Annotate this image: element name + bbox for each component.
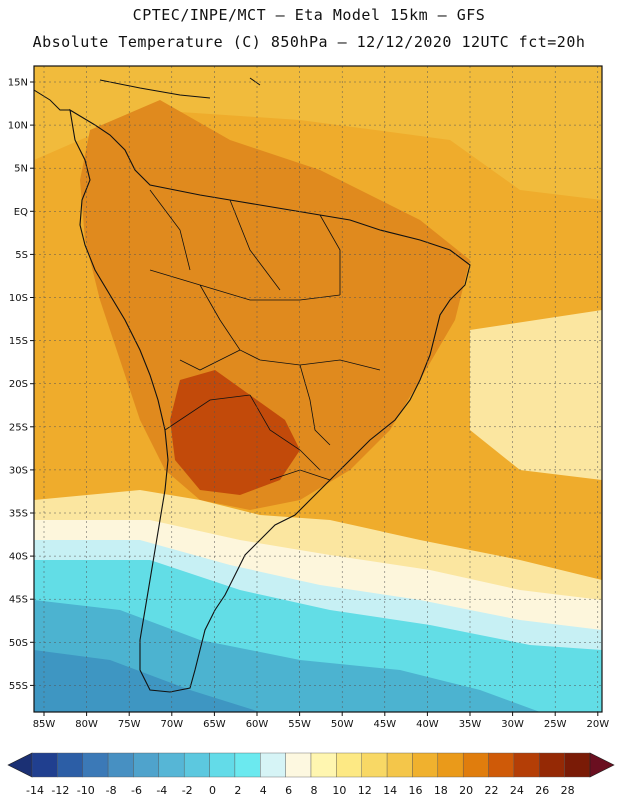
lon-label: 20W	[586, 719, 609, 730]
lat-label: 15S	[9, 336, 28, 347]
colorbar-label: 2	[234, 784, 241, 797]
colorbar-swatch	[361, 752, 388, 778]
field-warm-ocean-north	[34, 66, 602, 200]
colorbar-label: 0	[209, 784, 216, 797]
lon-label: 70W	[160, 719, 183, 730]
colorbar-swatch	[539, 752, 565, 778]
lon-label: 30W	[501, 719, 524, 730]
colorbar-swatch	[285, 752, 312, 778]
lon-label: 40W	[416, 719, 439, 730]
colorbar-swatch	[386, 752, 413, 778]
chart-title-line1: CPTEC/INPE/MCT – Eta Model 15km – GFS	[132, 6, 486, 24]
lat-label: 10N	[8, 121, 28, 132]
colorbar-swatch	[462, 752, 489, 778]
colorbar: -14 -12 -10 -8 -6 -4 -2 0 2 4 6 8 10 12 14 16 18 20 22 24 26…	[7, 752, 615, 797]
lon-label: 35W	[459, 719, 482, 730]
colorbar-swatch	[107, 752, 134, 778]
colorbar-swatch	[260, 752, 286, 778]
chart-title-line2: Absolute Temperature (C) 850hPa – 12/12/…	[32, 33, 586, 51]
colorbar-low-arrow	[7, 752, 33, 778]
lat-label: 10S	[9, 293, 28, 304]
lat-label: 45S	[9, 595, 28, 606]
colorbar-label: 28	[561, 784, 575, 797]
colorbar-label: 6	[285, 784, 292, 797]
lat-label: 40S	[9, 552, 28, 563]
colorbar-swatch	[209, 752, 236, 778]
lat-label: 20S	[9, 379, 28, 390]
colorbar-swatch	[513, 752, 540, 778]
lon-label: 85W	[33, 719, 56, 730]
colorbar-swatch	[82, 752, 109, 778]
colorbar-swatch	[57, 752, 83, 778]
colorbar-swatch	[158, 752, 185, 778]
colorbar-swatch	[488, 752, 515, 778]
colorbar-swatch	[183, 752, 210, 778]
lon-label: 55W	[288, 719, 311, 730]
lat-label: 55S	[9, 681, 28, 692]
colorbar-swatch	[412, 752, 439, 778]
field-pale-ocean-east	[470, 310, 602, 480]
colorbar-label: -8	[106, 784, 117, 797]
lat-label: 50S	[9, 638, 28, 649]
temperature-field	[34, 66, 602, 712]
colorbar-label: 24	[510, 784, 524, 797]
south-america-coastline	[69, 108, 471, 693]
colorbar-swatch	[234, 752, 261, 778]
lat-label: 35S	[9, 509, 28, 520]
colorbar-label: -14	[26, 784, 44, 797]
field-dark-blue	[34, 650, 260, 712]
lon-label: 80W	[75, 719, 98, 730]
colorbar-label: -12	[51, 784, 69, 797]
lon-label: 75W	[118, 719, 141, 730]
colorbar-swatch	[31, 752, 58, 778]
colorbar-label: 20	[459, 784, 473, 797]
lat-label: 15N	[8, 78, 28, 89]
lat-label: 5N	[14, 164, 28, 175]
colorbar-label: 4	[260, 784, 267, 797]
colorbar-high-arrow	[589, 752, 615, 778]
colorbar-label: -4	[156, 784, 167, 797]
colorbar-label: 26	[535, 784, 549, 797]
lon-label: 50W	[331, 719, 354, 730]
colorbar-label: 18	[434, 784, 448, 797]
colorbar-label: -2	[182, 784, 193, 797]
colorbar-label: -10	[77, 784, 95, 797]
colorbar-label: 14	[383, 784, 397, 797]
colorbar-label: 8	[311, 784, 318, 797]
field-hot-core	[170, 370, 300, 495]
colorbar-swatch	[564, 752, 591, 778]
colorbar-label: -6	[131, 784, 142, 797]
lat-label: 25S	[9, 422, 28, 433]
colorbar-swatch	[310, 752, 337, 778]
colorbar-swatch	[437, 752, 464, 778]
lon-label: 45W	[373, 719, 396, 730]
lon-label: 60W	[246, 719, 269, 730]
colorbar-label: 10	[332, 784, 346, 797]
colorbar-label: 12	[358, 784, 372, 797]
colorbar-swatch	[336, 752, 362, 778]
central-america-coastline	[34, 77, 261, 111]
latitude-labels: 15N 10N 5N EQ 5S 10S 15S 20S 25S 30S 35S 40S 45S 50S 5…	[8, 78, 34, 692]
colorbar-label: 16	[408, 784, 422, 797]
lat-label: 5S	[15, 250, 28, 261]
colorbar-label: 22	[485, 784, 499, 797]
longitude-labels: 85W 80W 75W 70W 65W 60W 55W 50W 45W 40W 35W 30W 25W 2…	[33, 712, 609, 730]
plot-frame	[33, 65, 603, 713]
colorbar-swatch	[133, 752, 160, 778]
lon-label: 25W	[544, 719, 567, 730]
lat-label: EQ	[14, 207, 28, 218]
lon-label: 65W	[203, 719, 226, 730]
lat-label: 30S	[9, 465, 28, 476]
